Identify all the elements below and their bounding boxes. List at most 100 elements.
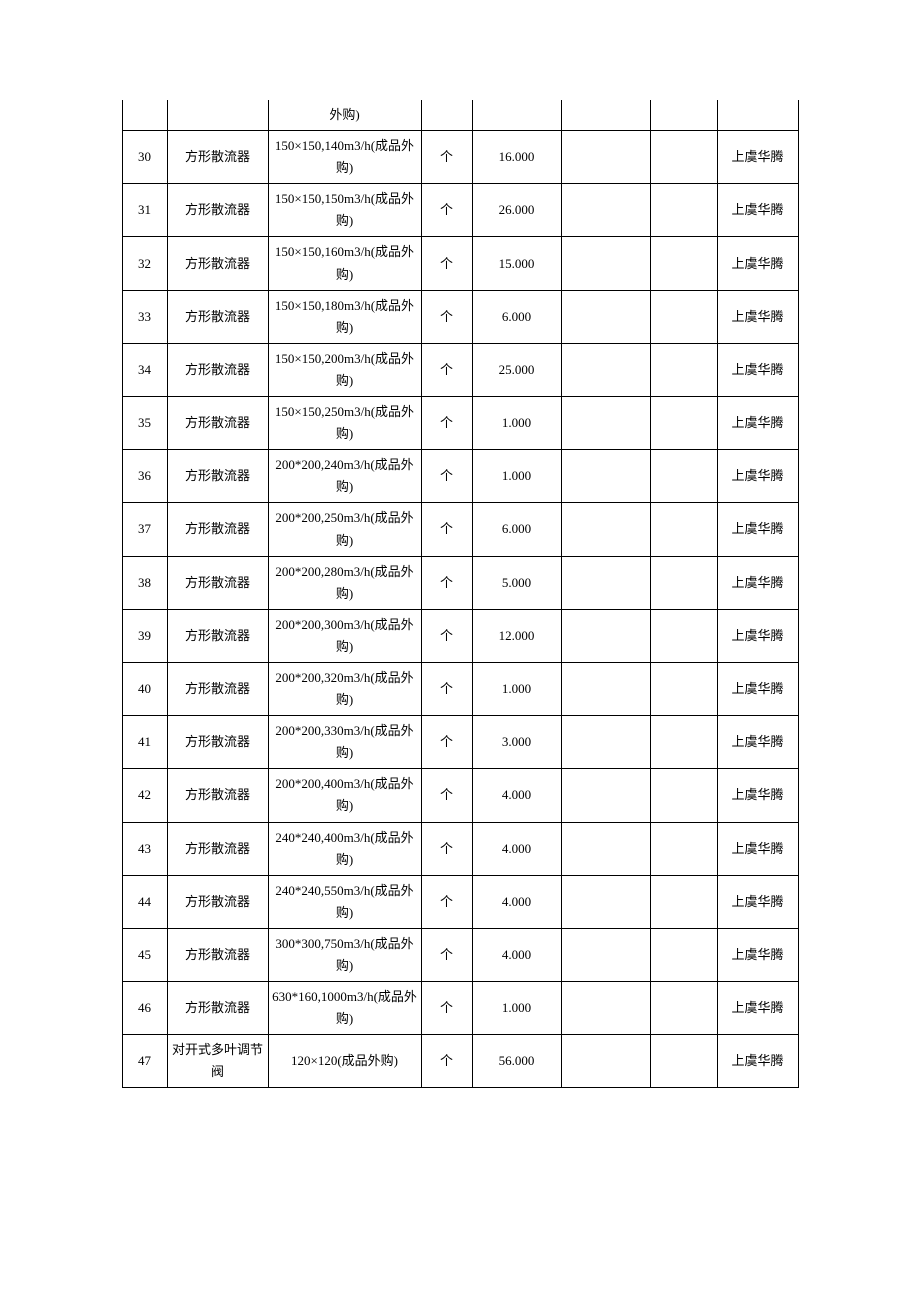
- cell-c6: [650, 184, 717, 237]
- cell-no: 45: [122, 928, 167, 981]
- cell-c5: [561, 716, 650, 769]
- cell-name: 方形散流器: [167, 875, 268, 928]
- cell-brand: 上虞华腾: [717, 822, 798, 875]
- cell-spec: 120×120(成品外购): [268, 1035, 421, 1088]
- cell-no: 40: [122, 662, 167, 715]
- cell-no: [122, 100, 167, 131]
- table-body: 外购)30方形散流器150×150,140m3/h(成品外购)个16.000上虞…: [122, 100, 798, 1088]
- cell-name: 方形散流器: [167, 290, 268, 343]
- cell-c5: [561, 131, 650, 184]
- cell-c5: [561, 397, 650, 450]
- cell-brand: 上虞华腾: [717, 184, 798, 237]
- table-row: 46方形散流器630*160,1000m3/h(成品外购)个1.000上虞华腾: [122, 982, 798, 1035]
- cell-no: 44: [122, 875, 167, 928]
- cell-spec: 300*300,750m3/h(成品外购): [268, 928, 421, 981]
- cell-name: 方形散流器: [167, 556, 268, 609]
- cell-unit: 个: [421, 1035, 472, 1088]
- cell-brand: 上虞华腾: [717, 769, 798, 822]
- table-row: 36方形散流器200*200,240m3/h(成品外购)个1.000上虞华腾: [122, 450, 798, 503]
- cell-unit: 个: [421, 237, 472, 290]
- cell-no: 32: [122, 237, 167, 290]
- cell-qty: 1.000: [472, 662, 561, 715]
- cell-c6: [650, 503, 717, 556]
- cell-qty: 12.000: [472, 609, 561, 662]
- cell-name: 方形散流器: [167, 131, 268, 184]
- cell-spec: 200*200,300m3/h(成品外购): [268, 609, 421, 662]
- cell-qty: 26.000: [472, 184, 561, 237]
- cell-spec: 150×150,250m3/h(成品外购): [268, 397, 421, 450]
- page: 外购)30方形散流器150×150,140m3/h(成品外购)个16.000上虞…: [0, 0, 920, 1148]
- cell-qty: 15.000: [472, 237, 561, 290]
- cell-unit: 个: [421, 716, 472, 769]
- cell-c5: [561, 290, 650, 343]
- cell-unit: 个: [421, 450, 472, 503]
- cell-c5: [561, 184, 650, 237]
- cell-no: 36: [122, 450, 167, 503]
- cell-unit: 个: [421, 822, 472, 875]
- cell-qty: 4.000: [472, 822, 561, 875]
- cell-qty: 1.000: [472, 982, 561, 1035]
- cell-c5: [561, 100, 650, 131]
- table-row: 44方形散流器240*240,550m3/h(成品外购)个4.000上虞华腾: [122, 875, 798, 928]
- table-row: 31方形散流器150×150,150m3/h(成品外购)个26.000上虞华腾: [122, 184, 798, 237]
- cell-c5: [561, 822, 650, 875]
- cell-c5: [561, 982, 650, 1035]
- cell-name: 方形散流器: [167, 769, 268, 822]
- cell-qty: 1.000: [472, 450, 561, 503]
- cell-c6: [650, 662, 717, 715]
- cell-spec: 200*200,320m3/h(成品外购): [268, 662, 421, 715]
- cell-spec: 150×150,180m3/h(成品外购): [268, 290, 421, 343]
- cell-spec: 200*200,240m3/h(成品外购): [268, 450, 421, 503]
- cell-qty: [472, 100, 561, 131]
- cell-qty: 25.000: [472, 343, 561, 396]
- cell-spec: 外购): [268, 100, 421, 131]
- table-row: 35方形散流器150×150,250m3/h(成品外购)个1.000上虞华腾: [122, 397, 798, 450]
- cell-name: 方形散流器: [167, 237, 268, 290]
- cell-spec: 200*200,250m3/h(成品外购): [268, 503, 421, 556]
- cell-unit: 个: [421, 131, 472, 184]
- table-row: 45方形散流器300*300,750m3/h(成品外购)个4.000上虞华腾: [122, 928, 798, 981]
- table-row: 32方形散流器150×150,160m3/h(成品外购)个15.000上虞华腾: [122, 237, 798, 290]
- cell-unit: [421, 100, 472, 131]
- table-row: 41方形散流器200*200,330m3/h(成品外购)个3.000上虞华腾: [122, 716, 798, 769]
- cell-brand: 上虞华腾: [717, 503, 798, 556]
- table-row: 外购): [122, 100, 798, 131]
- table-row: 34方形散流器150×150,200m3/h(成品外购)个25.000上虞华腾: [122, 343, 798, 396]
- cell-c6: [650, 237, 717, 290]
- cell-brand: 上虞华腾: [717, 982, 798, 1035]
- cell-unit: 个: [421, 769, 472, 822]
- cell-unit: 个: [421, 662, 472, 715]
- cell-no: 33: [122, 290, 167, 343]
- cell-unit: 个: [421, 343, 472, 396]
- cell-brand: 上虞华腾: [717, 716, 798, 769]
- cell-no: 39: [122, 609, 167, 662]
- cell-no: 42: [122, 769, 167, 822]
- cell-no: 34: [122, 343, 167, 396]
- cell-c6: [650, 928, 717, 981]
- cell-unit: 个: [421, 184, 472, 237]
- table-row: 38方形散流器200*200,280m3/h(成品外购)个5.000上虞华腾: [122, 556, 798, 609]
- cell-qty: 16.000: [472, 131, 561, 184]
- cell-name: 对开式多叶调节阀: [167, 1035, 268, 1088]
- cell-brand: 上虞华腾: [717, 397, 798, 450]
- cell-c6: [650, 716, 717, 769]
- cell-c5: [561, 450, 650, 503]
- cell-c5: [561, 503, 650, 556]
- cell-spec: 630*160,1000m3/h(成品外购): [268, 982, 421, 1035]
- cell-no: 47: [122, 1035, 167, 1088]
- cell-brand: 上虞华腾: [717, 928, 798, 981]
- cell-c6: [650, 450, 717, 503]
- cell-name: 方形散流器: [167, 184, 268, 237]
- cell-c5: [561, 556, 650, 609]
- cell-brand: 上虞华腾: [717, 343, 798, 396]
- cell-c6: [650, 343, 717, 396]
- cell-brand: 上虞华腾: [717, 609, 798, 662]
- cell-no: 37: [122, 503, 167, 556]
- cell-name: 方形散流器: [167, 397, 268, 450]
- cell-no: 30: [122, 131, 167, 184]
- cell-brand: 上虞华腾: [717, 450, 798, 503]
- cell-no: 38: [122, 556, 167, 609]
- cell-no: 46: [122, 982, 167, 1035]
- cell-unit: 个: [421, 982, 472, 1035]
- cell-brand: 上虞华腾: [717, 237, 798, 290]
